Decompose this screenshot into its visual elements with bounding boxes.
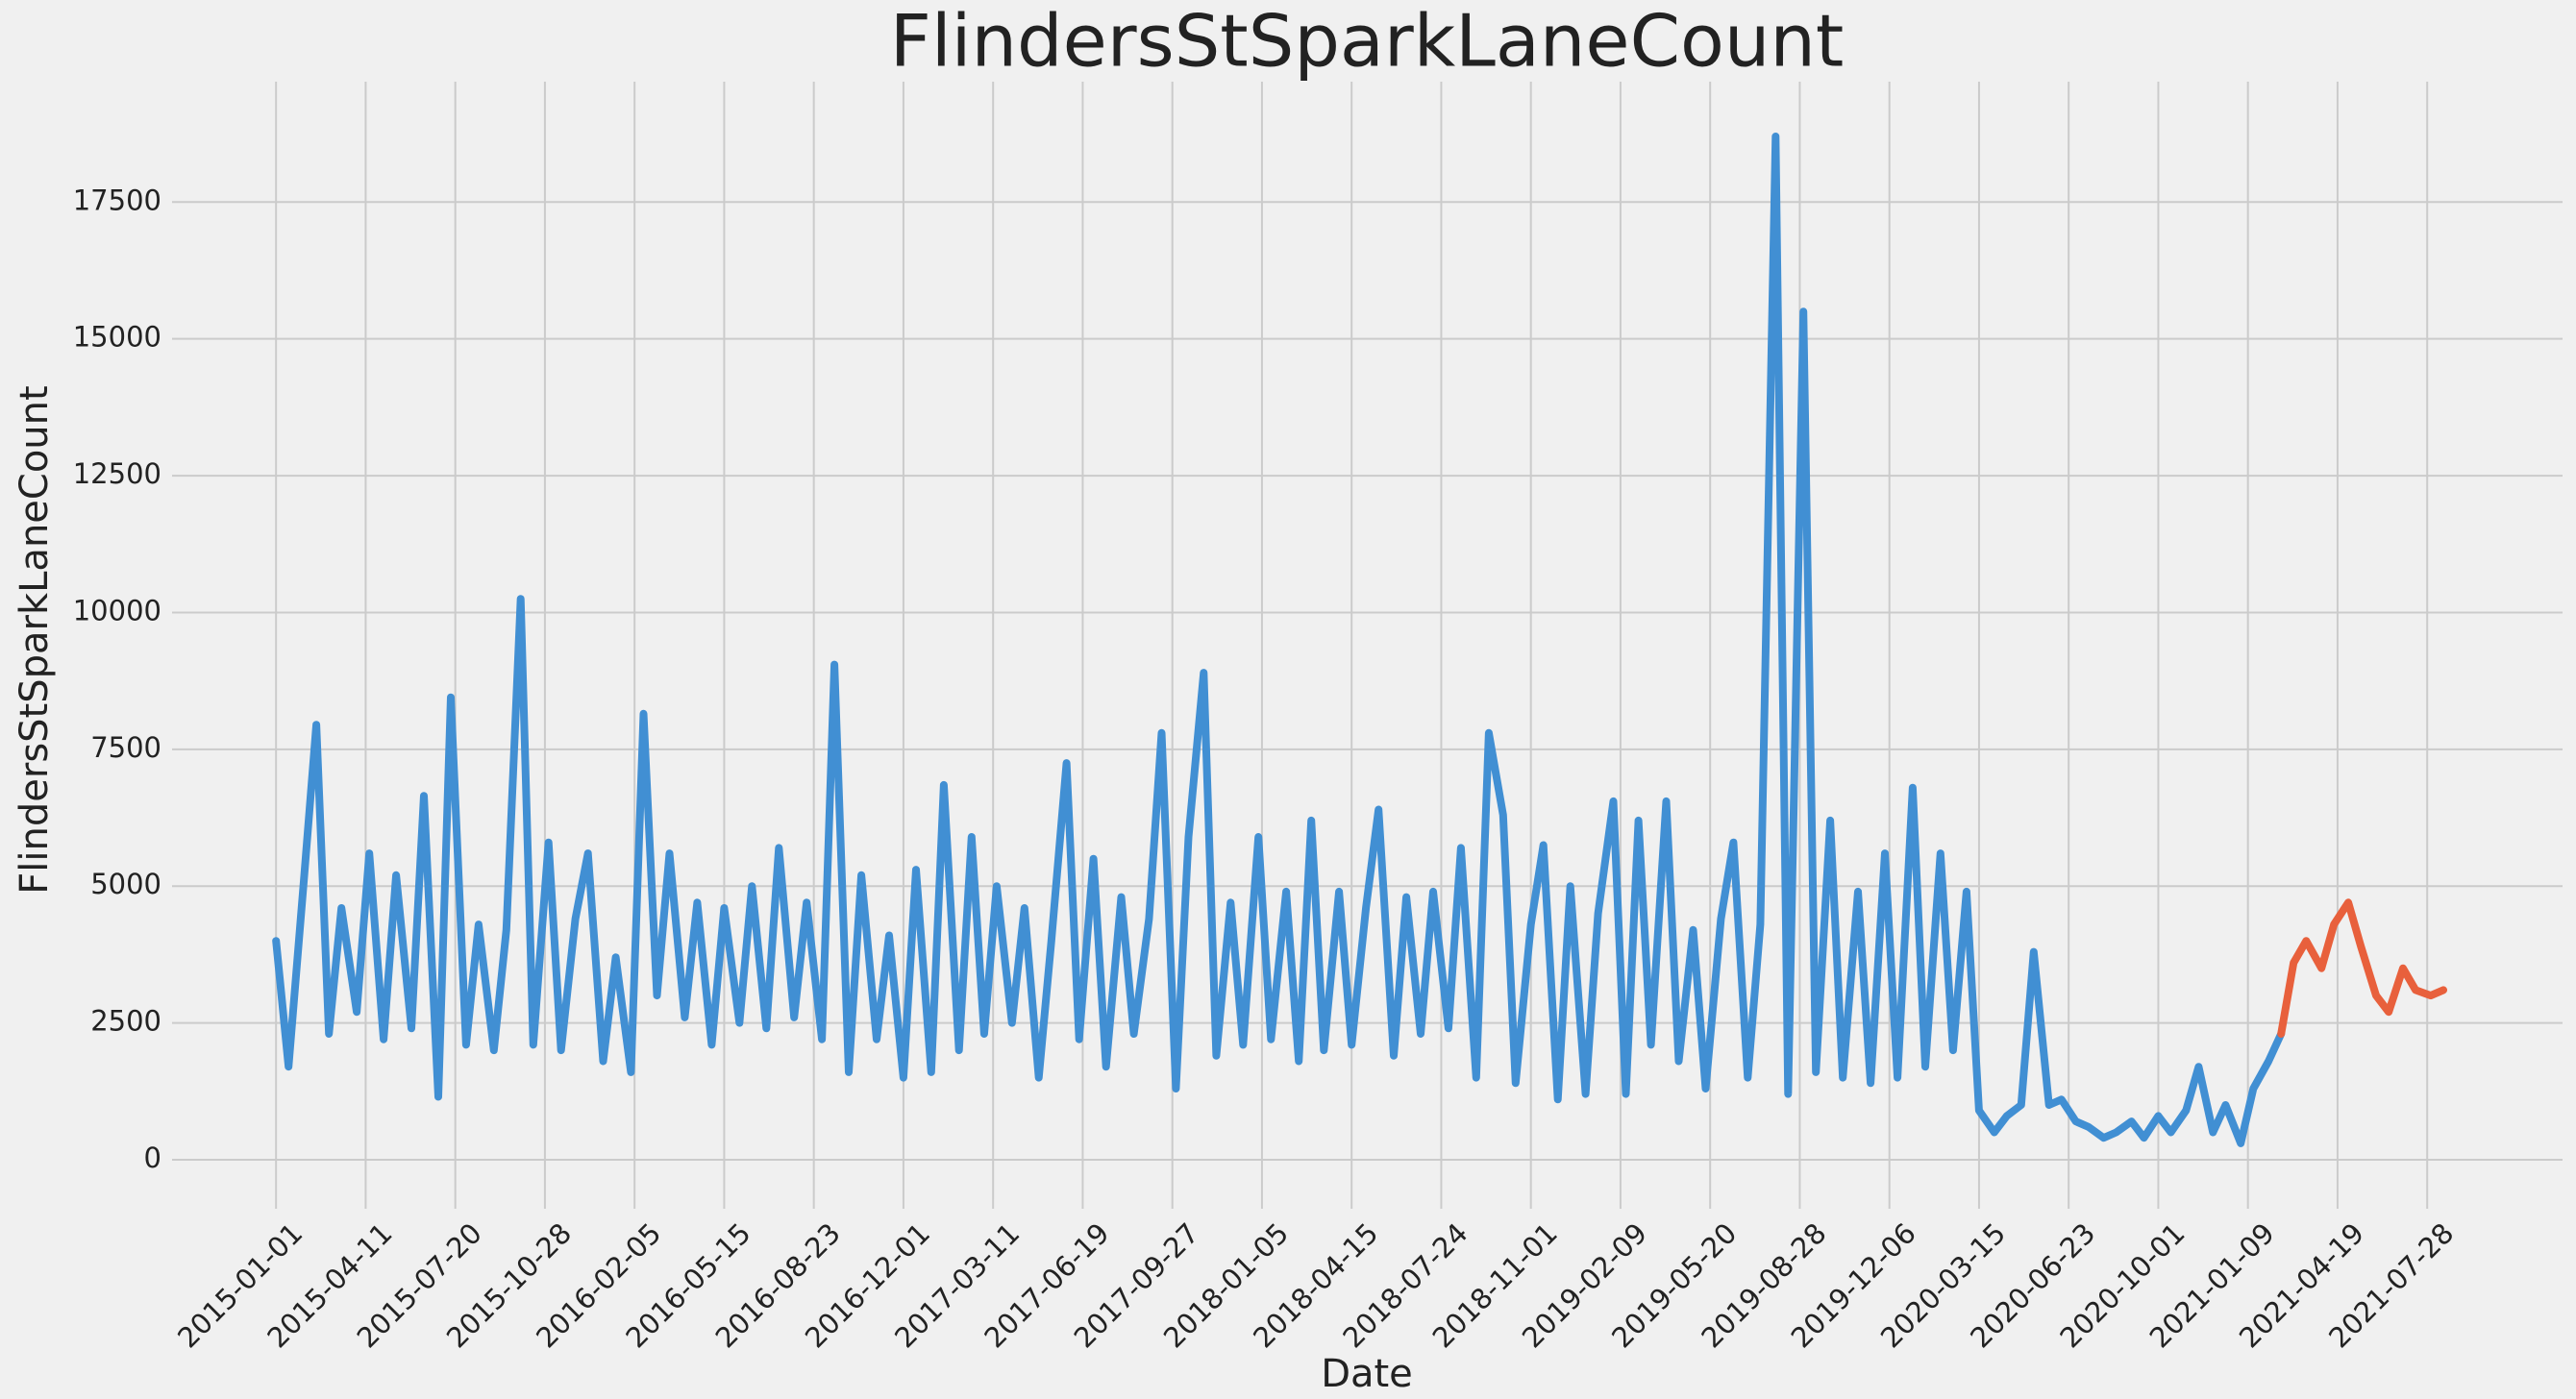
y-tick-label: 7500 <box>90 731 161 764</box>
y-tick-label: 5000 <box>90 868 161 900</box>
y-tick-label: 17500 <box>73 184 161 216</box>
y-tick-label: 2500 <box>90 1005 161 1038</box>
data-line <box>2277 898 2447 1038</box>
x-axis-label: Date <box>1321 1352 1413 1396</box>
y-axis-label: FlindersStSparkLaneCount <box>12 385 57 894</box>
data-line <box>272 133 2286 1147</box>
chart-title: FlindersStSparkLaneCount <box>890 0 1845 84</box>
y-tick-label: 10000 <box>73 594 161 626</box>
y-tick-label: 15000 <box>73 321 161 354</box>
y-tick-label: 12500 <box>73 457 161 490</box>
y-tick-label: 0 <box>144 1141 161 1174</box>
plot-area <box>272 133 2447 1147</box>
